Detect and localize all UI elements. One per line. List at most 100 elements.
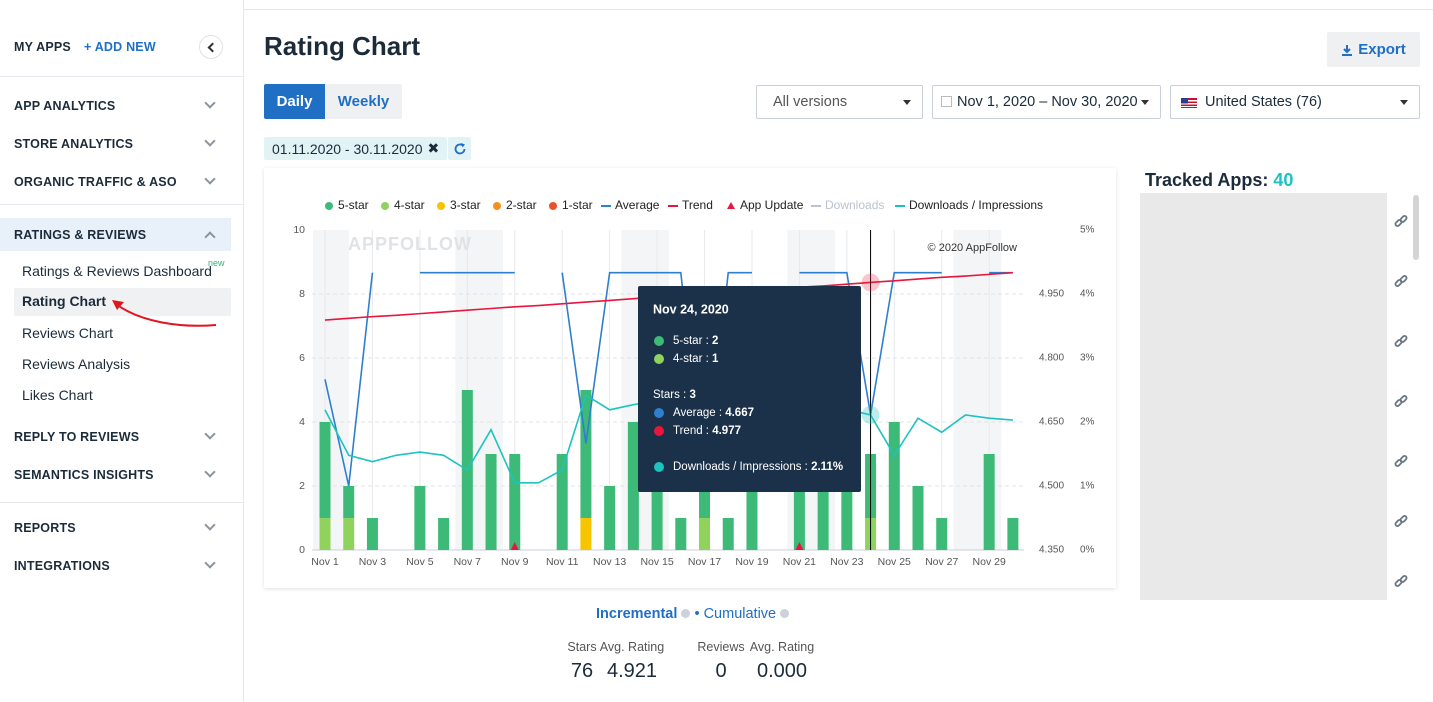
x-tick-label: Nov 27 (925, 556, 958, 568)
my-apps[interactable]: MY APPS (14, 40, 71, 54)
link-icon[interactable] (1394, 335, 1408, 349)
bar-segment (343, 518, 355, 550)
legend-label[interactable]: App Update (740, 198, 804, 212)
y3-tick-label: 4% (1080, 289, 1095, 300)
bar-segment (983, 454, 995, 550)
top-border (244, 9, 1433, 10)
tooltip-row-label: Trend : (673, 425, 709, 437)
y2-tick-label: 4.650 (1039, 417, 1064, 428)
add-new[interactable]: + ADD NEW (84, 40, 156, 54)
daily-toggle[interactable]: Daily (264, 84, 325, 119)
active-section-bg (0, 218, 231, 251)
collapse-button[interactable] (199, 35, 223, 59)
y-tick-label: 0 (299, 544, 305, 556)
nav-section[interactable]: SEMANTICS INSIGHTS (14, 468, 154, 482)
bar-segment (604, 486, 616, 550)
weekly-toggle[interactable]: Weekly (325, 84, 402, 119)
cumulative-tab[interactable]: Cumulative (703, 606, 777, 622)
legend-label[interactable]: Average (615, 198, 660, 212)
incremental-tab[interactable]: Incremental (596, 606, 678, 622)
bar-segment (509, 454, 521, 550)
x-tick-label: Nov 9 (501, 556, 529, 568)
y3-tick-label: 1% (1080, 481, 1095, 492)
tooltip-row: Average : 4.667 (673, 407, 754, 419)
nav-item[interactable]: Reviews Chart (22, 325, 114, 341)
weekly-label: Weekly (337, 93, 390, 110)
versions-label: All versions (773, 94, 848, 110)
tooltip-title: Nov 24, 2020 (653, 302, 729, 316)
stat-value: 4.921 (606, 660, 658, 682)
legend-label[interactable]: 2-star (506, 198, 537, 212)
legend-label[interactable]: Downloads (825, 198, 884, 212)
x-tick-label: Nov 13 (593, 556, 626, 568)
bar-segment (699, 486, 711, 518)
link-icon[interactable] (1394, 575, 1408, 589)
tooltip-row-value: 2.11% (811, 461, 843, 473)
bar-segment (699, 518, 711, 550)
date-dropdown[interactable]: Nov 1, 2020 – Nov 30, 2020 (932, 85, 1161, 119)
bar-segment (438, 518, 450, 550)
bar-segment (746, 486, 758, 550)
page-title: Rating Chart (264, 31, 420, 61)
x-tick-label: Nov 3 (359, 556, 387, 568)
versions-dropdown[interactable]: All versions (756, 85, 923, 119)
stat-label: Avg. Rating (749, 640, 815, 654)
bar-segment (841, 486, 853, 550)
refresh-button[interactable] (448, 137, 471, 160)
legend-triangle (727, 202, 735, 209)
y3-tick-label: 5% (1080, 225, 1095, 236)
y-tick-label: 2 (299, 480, 305, 492)
nav-item[interactable]: Likes Chart (22, 387, 93, 403)
bar-segment (817, 486, 829, 550)
tooltip-row-value: 4.667 (725, 407, 754, 419)
hover-halo (861, 273, 880, 292)
y-tick-label: 10 (293, 224, 305, 236)
tooltip-row-value: 2 (712, 335, 718, 347)
bar-segment (556, 454, 568, 550)
bar-segment (1007, 518, 1019, 550)
legend-label[interactable]: 4-star (394, 198, 425, 212)
app-update-marker (795, 542, 804, 550)
link-icon[interactable] (1394, 455, 1408, 469)
export-button[interactable]: Export (1327, 32, 1420, 67)
legend-label[interactable]: Trend (682, 198, 713, 212)
legend-label[interactable]: 1-star (562, 198, 593, 212)
bar-segment (651, 486, 663, 550)
bar-segment (319, 422, 331, 518)
chip-label: 01.11.2020 - 30.11.2020 (272, 140, 423, 157)
nav-item-selected[interactable]: Rating Chart (22, 293, 106, 309)
y2-tick-label: 4.500 (1039, 481, 1064, 492)
weekend-band (313, 230, 349, 550)
nav-item[interactable]: Reviews Analysis (22, 356, 131, 372)
legend-label[interactable]: Downloads / Impressions (909, 198, 1043, 212)
stat-value: 0.000 (756, 660, 808, 682)
date-chip[interactable]: 01.11.2020 - 30.11.2020 ✖ (264, 137, 448, 160)
bar-segment (580, 518, 592, 550)
legend-label[interactable]: 5-star (338, 198, 369, 212)
tooltip-row: 5-star : 2 (673, 335, 718, 347)
tooltip-row: Trend : 4.977 (673, 425, 741, 437)
x-tick-label: Nov 15 (640, 556, 673, 568)
legend-dot (325, 202, 333, 210)
link-icon[interactable] (1394, 275, 1408, 289)
country-dropdown[interactable]: United States (76) (1170, 85, 1420, 119)
nav-section[interactable]: REPLY TO REVIEWS (14, 430, 140, 444)
nav-section[interactable]: STORE ANALYTICS (14, 137, 134, 151)
bar-segment (793, 486, 805, 550)
link-icon[interactable] (1394, 215, 1408, 229)
nav-item[interactable]: Ratings & Reviews Dashboard (22, 263, 212, 279)
nav-section[interactable]: APP ANALYTICS (14, 99, 116, 113)
link-icon[interactable] (1394, 395, 1408, 409)
x-tick-label: Nov 11 (546, 556, 579, 568)
tooltip-row-label: Average : (673, 407, 722, 419)
bar-segment (485, 454, 497, 550)
link-icon[interactable] (1394, 515, 1408, 529)
nav-section[interactable]: ORGANIC TRAFFIC & ASO (14, 175, 177, 189)
legend-label[interactable]: 3-star (450, 198, 481, 212)
credit: © 2020 AppFollow (928, 242, 1017, 254)
nav-section[interactable]: INTEGRATIONS (14, 559, 110, 573)
nav-section[interactable]: RATINGS & REVIEWS (14, 228, 147, 242)
bar-segment (675, 518, 687, 550)
bar-segment (366, 518, 378, 550)
nav-section[interactable]: REPORTS (14, 521, 76, 535)
